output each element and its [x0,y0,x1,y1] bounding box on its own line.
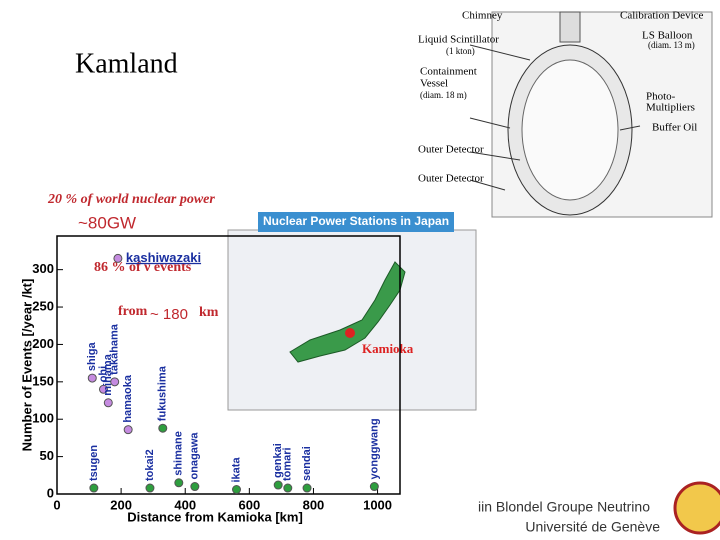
slide-title: Kamland [75,48,178,79]
point [145,483,155,493]
point-label: tsugen [88,445,100,481]
pointer [469,117,511,129]
label: (diam. 18 m) [420,90,467,100]
point-label: ohi [97,366,109,383]
pointer [469,179,506,191]
map-title: Nuclear Power Stations in Japan [263,214,449,228]
detector [469,11,713,218]
label: Liquid Scintillator [418,34,499,46]
point [283,483,293,493]
point [158,423,168,433]
point [113,253,123,263]
label: Chimney [462,10,503,22]
point [87,373,97,383]
map-site: Kamioka [362,341,414,356]
chimney [559,11,581,43]
y-tick-label: 300 [32,261,54,276]
point-label: yonggwang [368,418,380,479]
point [273,480,283,490]
x-tick-label: 0 [53,497,60,512]
y-tick-label: 100 [32,411,54,426]
point-label: fukushima [157,365,169,421]
point-label: kashiwazaki [126,250,201,265]
events-unit: km [199,305,219,320]
point-label: hamaoka [122,374,134,423]
point-label: mihama [102,353,114,395]
point [190,482,200,492]
annotations: 20 % of world nuclear power ~80GW 86 % o… [47,192,219,323]
events-distance: ~ 180 [150,306,188,323]
x-axis-label: Distance from Kamioka [km] [127,509,303,524]
point-label: sendai [301,446,313,481]
power-total: ~80GW [78,213,136,232]
point-label: shimane [173,431,185,476]
label: (diam. 13 m) [648,40,695,50]
point-label: tomari [282,447,294,481]
point [103,398,113,408]
label: Buffer Oil [652,122,697,134]
x-tick-label: 800 [303,497,325,512]
y-tick-label: 200 [32,336,54,351]
x-tick-label: 600 [238,497,260,512]
label: Outer Detector [418,173,484,185]
plot-frame [56,235,401,495]
kamioka-site [345,328,355,338]
plot: 0 200 400 600 800 1000 0 50 100 150 200 250 300 Dista… [19,235,401,524]
label: (1 kton) [446,46,475,56]
point-label: genkai [272,443,284,478]
x-tick-label: 400 [174,497,196,512]
label: Containment [420,66,477,78]
y-tick-label: 50 [40,448,54,463]
university-logo [673,481,720,535]
label: Vessel [420,78,448,90]
label: Multipliers [646,102,695,114]
point [98,384,108,394]
power-note: 20 % of world nuclear power [47,192,215,207]
pointer [469,44,531,61]
point-label: shiga [86,341,98,371]
point-label: tokai2 [144,449,156,481]
x-tick-label: 1000 [363,497,392,512]
point-label: ikata [230,457,242,483]
map-panel [227,229,477,411]
map-header [258,212,454,232]
detector-labels: Chimney Calibration Device Liquid Scinti… [418,10,704,185]
point [302,483,312,493]
point [369,482,379,492]
y-tick-label: 150 [32,373,54,388]
balloon [521,59,619,201]
label: Calibration Device [620,10,704,22]
label: Photo- [646,91,676,103]
label: LS Balloon [642,30,693,42]
map: Nuclear Power Stations in Japan Kamioka [227,212,477,411]
point [123,425,133,435]
footer: iin Blondel Groupe Neutrino [478,499,650,515]
x-tick-label: 200 [110,497,132,512]
point [232,485,242,495]
point [110,377,120,387]
footer: Université de Genève [525,519,660,535]
pointer [469,151,521,161]
japan [289,261,406,363]
events-from: from [118,304,148,319]
y-tick-label: 0 [47,485,54,500]
point [89,483,99,493]
point-label: takahama [109,323,121,375]
point [174,478,184,488]
y-axis-label: Number of Events [/year /kt] [19,279,34,452]
y-tick-label: 250 [32,298,54,313]
label: Outer Detector [418,144,484,156]
point-label: onagawa [189,432,201,480]
pointer [619,125,641,131]
events-note: 86 % of ν events [94,260,192,275]
